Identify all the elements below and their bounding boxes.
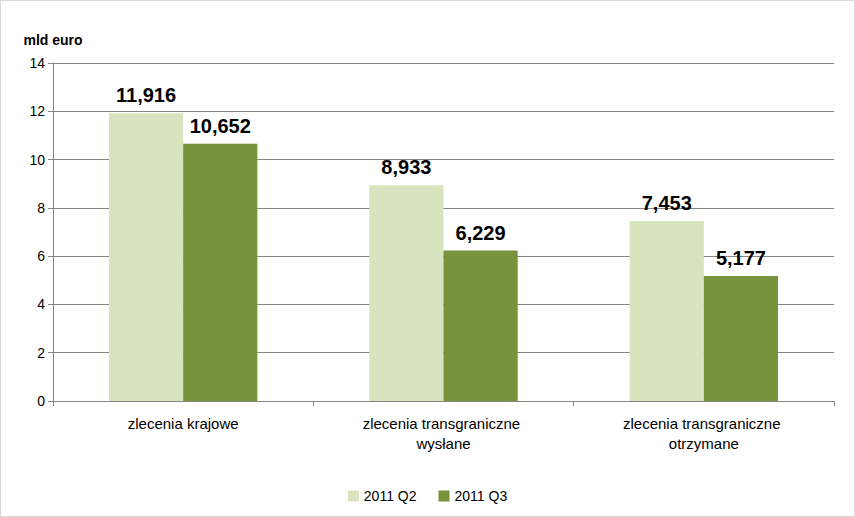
svg-text:2011 Q2: 2011 Q2 xyxy=(364,488,417,504)
svg-text:8: 8 xyxy=(37,200,45,216)
svg-text:wysłane: wysłane xyxy=(415,435,470,452)
svg-text:0: 0 xyxy=(37,393,45,409)
svg-text:8,933: 8,933 xyxy=(381,156,431,178)
svg-text:10: 10 xyxy=(29,152,45,168)
svg-text:2011 Q3: 2011 Q3 xyxy=(455,488,508,504)
svg-text:6,229: 6,229 xyxy=(456,222,506,244)
svg-text:2: 2 xyxy=(37,345,45,361)
svg-text:7,453: 7,453 xyxy=(642,192,692,214)
svg-text:5,177: 5,177 xyxy=(716,247,766,269)
svg-text:mld euro: mld euro xyxy=(23,32,82,48)
svg-text:4: 4 xyxy=(37,296,45,312)
svg-text:zlecenia transgraniczne: zlecenia transgraniczne xyxy=(623,415,785,432)
svg-text:10,652: 10,652 xyxy=(190,115,251,137)
svg-text:12: 12 xyxy=(29,103,45,119)
svg-text:11,916: 11,916 xyxy=(116,84,176,106)
svg-text:zlecenia transgraniczne: zlecenia transgraniczne xyxy=(363,415,525,432)
svg-text:otrzymane: otrzymane xyxy=(669,435,739,452)
svg-text:zlecenia krajowe: zlecenia krajowe xyxy=(128,415,239,432)
svg-text:14: 14 xyxy=(29,55,45,71)
svg-text:6: 6 xyxy=(37,248,45,264)
